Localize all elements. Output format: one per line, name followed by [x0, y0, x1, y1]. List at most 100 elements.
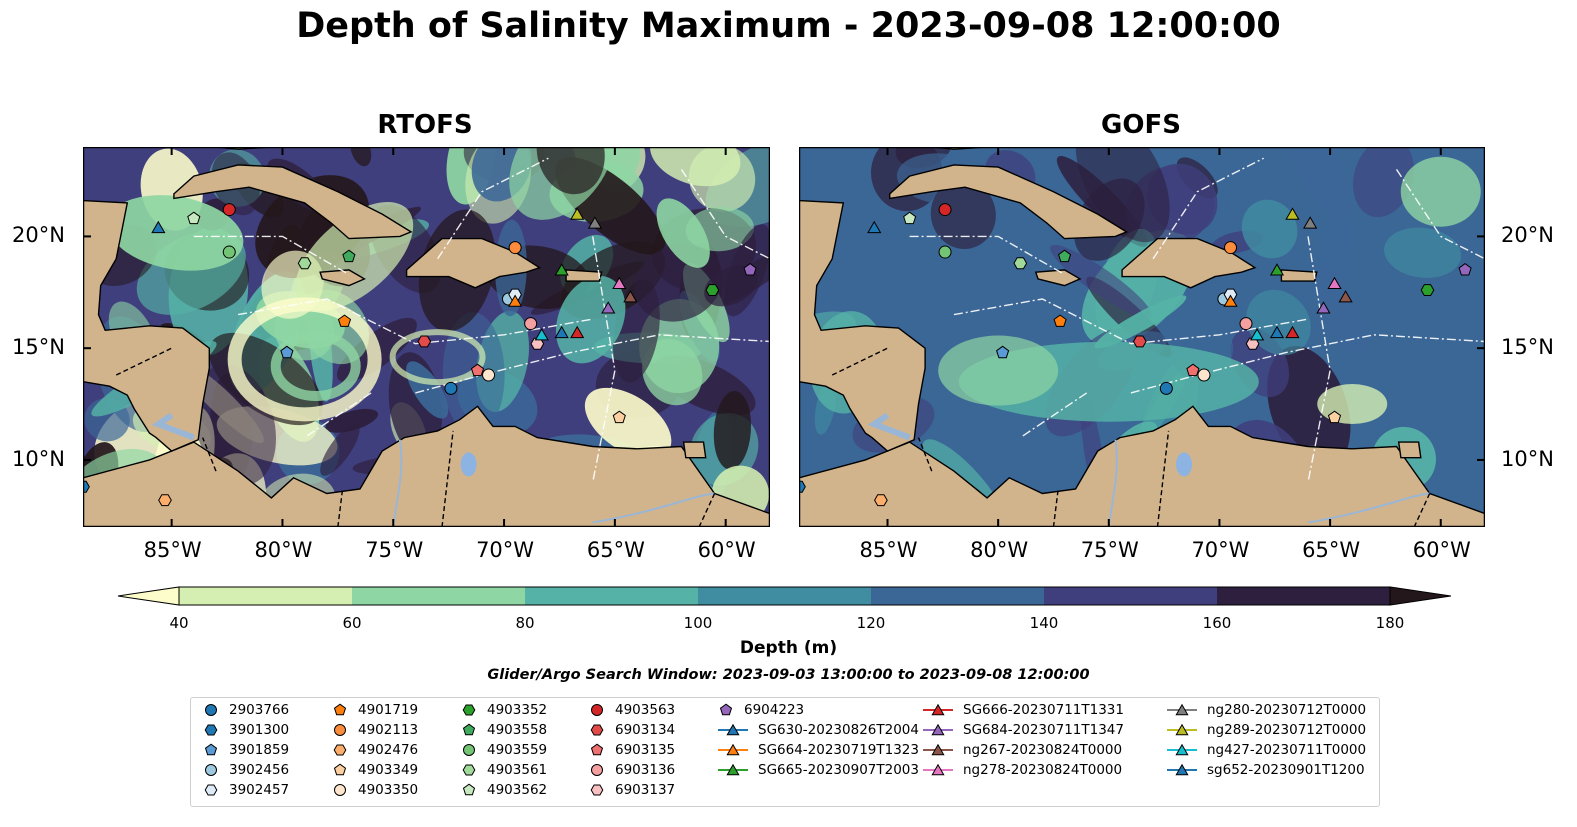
observation-marker-6903135[interactable]	[1186, 363, 1200, 377]
legend-item: 4902476	[332, 741, 418, 759]
legend-label: ng278-20230824T0000	[963, 762, 1123, 778]
observation-marker-4903352[interactable]	[1420, 284, 1435, 296]
observation-marker-2903766[interactable]	[1159, 381, 1173, 395]
observation-marker-ng278-20230824t0000[interactable]	[612, 276, 627, 289]
observation-marker-4903349[interactable]	[612, 410, 626, 424]
observation-marker-sg664-20230719t1323[interactable]	[1223, 294, 1238, 307]
triangle-marker-icon	[1167, 763, 1197, 776]
legend-label: SG684-20230711T1347	[963, 722, 1124, 738]
observation-marker-3901859[interactable]	[996, 345, 1010, 359]
observation-marker-sg664-20230719t1323[interactable]	[508, 294, 523, 307]
observation-marker-4901719[interactable]	[1053, 314, 1067, 327]
hexagon-marker-icon	[204, 784, 218, 796]
observation-marker-6903135[interactable]	[470, 363, 485, 377]
observation-marker-sg665-20230907t2003[interactable]	[554, 263, 569, 276]
legend-item: 3902456	[203, 761, 289, 779]
triangle-marker-icon	[1167, 723, 1197, 736]
triangle-marker-icon	[718, 723, 748, 736]
lon-tick-label: 65°W	[1302, 538, 1361, 562]
legend-label: ng280-20230712T0000	[1207, 702, 1367, 718]
observation-marker-6903136[interactable]	[1239, 317, 1253, 331]
legend-label: 6903137	[615, 782, 676, 798]
colorbar-tick-label: 160	[1202, 614, 1232, 632]
observation-marker-sg630-20230826t2004[interactable]	[151, 220, 166, 234]
observation-marker-6903136[interactable]	[524, 317, 538, 331]
observation-marker-6903134[interactable]	[1132, 335, 1147, 348]
pentagon-marker-icon	[333, 763, 347, 776]
observation-marker-ng427-20230711t0000[interactable]	[534, 328, 549, 341]
observation-marker-4903562[interactable]	[187, 211, 201, 225]
observation-marker-4903350[interactable]	[1197, 368, 1211, 382]
pentagon-marker-icon	[719, 703, 733, 716]
observation-marker-4902476[interactable]	[158, 494, 172, 507]
observation-marker-sg684-20230711t1347[interactable]	[601, 301, 616, 314]
observation-marker-4901719[interactable]	[337, 314, 352, 327]
observation-marker-ng280-20230712t0000[interactable]	[587, 216, 603, 229]
triangle-marker-icon	[923, 703, 953, 716]
observation-marker-4903558[interactable]	[1058, 249, 1072, 263]
observation-marker-4903561[interactable]	[1013, 257, 1028, 270]
observation-marker-sg652-20230901t1200[interactable]	[554, 325, 569, 339]
triangle-marker-icon	[923, 723, 953, 736]
lon-tick-label: 60°W	[1412, 538, 1471, 562]
observation-marker-4903350[interactable]	[482, 368, 496, 382]
legend-item: ng267-20230824T0000	[923, 741, 1122, 759]
colorbar-extend-high	[1389, 586, 1451, 606]
legend-label: 6903135	[615, 742, 676, 758]
observation-marker-2903766[interactable]	[444, 381, 458, 395]
observation-marker-4902113[interactable]	[1224, 241, 1238, 255]
observation-marker-4903349[interactable]	[1327, 410, 1342, 424]
observation-marker-ng427-20230711t0000[interactable]	[1249, 328, 1265, 341]
map-panel-gofs[interactable]	[799, 147, 1485, 527]
legend-item: ng280-20230712T0000	[1167, 701, 1366, 719]
hexagon-marker-icon	[590, 784, 604, 796]
observation-marker-6904223[interactable]	[1458, 262, 1472, 276]
observation-marker-3901300[interactable]	[83, 480, 90, 493]
lon-tick-label: 75°W	[365, 538, 424, 562]
colorbar-segment	[698, 587, 871, 605]
observation-marker-sg665-20230907t2003[interactable]	[1269, 263, 1285, 276]
observation-marker-3901859[interactable]	[280, 345, 294, 359]
observation-marker-sg666-20230711t1331[interactable]	[1285, 325, 1300, 339]
colorbar-segment	[871, 587, 1044, 605]
observation-marker-4903563[interactable]	[938, 203, 952, 217]
observation-marker-ng278-20230824t0000[interactable]	[1327, 276, 1342, 289]
observation-marker-4902476[interactable]	[874, 494, 888, 507]
triangle-marker-icon	[1167, 743, 1197, 756]
observation-marker-4903352[interactable]	[705, 284, 720, 296]
colorbar-tick-label: 80	[515, 614, 535, 632]
legend-item: SG684-20230711T1347	[923, 721, 1124, 739]
observation-marker-6904223[interactable]	[743, 262, 757, 276]
observation-marker-ng289-20230712t0000[interactable]	[1285, 207, 1300, 220]
pentagon-marker-icon	[204, 743, 218, 756]
legend-item: SG666-20230711T1331	[923, 701, 1124, 719]
colorbar-segment	[1217, 587, 1390, 605]
observation-marker-sg666-20230711t1331[interactable]	[570, 325, 585, 339]
colorbar-tick-label: 140	[1029, 614, 1059, 632]
lon-tick-label: 70°W	[476, 538, 535, 562]
observation-marker-4903561[interactable]	[297, 257, 312, 270]
observation-marker-4903562[interactable]	[903, 211, 917, 225]
hexagon-marker-icon	[462, 764, 476, 776]
observation-marker-ng280-20230712t0000[interactable]	[1303, 216, 1318, 229]
observation-marker-ng267-20230824t0000[interactable]	[623, 290, 638, 303]
observation-marker-ng289-20230712t0000[interactable]	[570, 207, 585, 220]
legend-label: 4903350	[358, 782, 419, 798]
legend-label: 4901719	[358, 702, 419, 718]
observation-marker-4903559[interactable]	[222, 245, 236, 259]
observation-marker-4903563[interactable]	[222, 203, 236, 217]
observation-marker-sg684-20230711t1347[interactable]	[1316, 301, 1331, 314]
legend-label: 4903562	[487, 782, 548, 798]
observation-marker-4902113[interactable]	[508, 241, 522, 255]
observation-marker-sg630-20230826t2004[interactable]	[867, 220, 882, 234]
observation-marker-6903134[interactable]	[417, 335, 432, 348]
observation-marker-4903558[interactable]	[342, 249, 356, 263]
observation-marker-4903559[interactable]	[938, 245, 952, 259]
colorbar-tick-label: 40	[169, 614, 189, 632]
lat-tick-label: 10°N	[12, 446, 65, 471]
legend-label: SG664-20230719T1323	[758, 742, 919, 758]
observation-marker-sg652-20230901t1200[interactable]	[1269, 325, 1285, 339]
map-panel-rtofs[interactable]	[83, 147, 770, 527]
observation-marker-3901300[interactable]	[799, 480, 806, 493]
observation-marker-ng267-20230824t0000[interactable]	[1338, 290, 1353, 303]
